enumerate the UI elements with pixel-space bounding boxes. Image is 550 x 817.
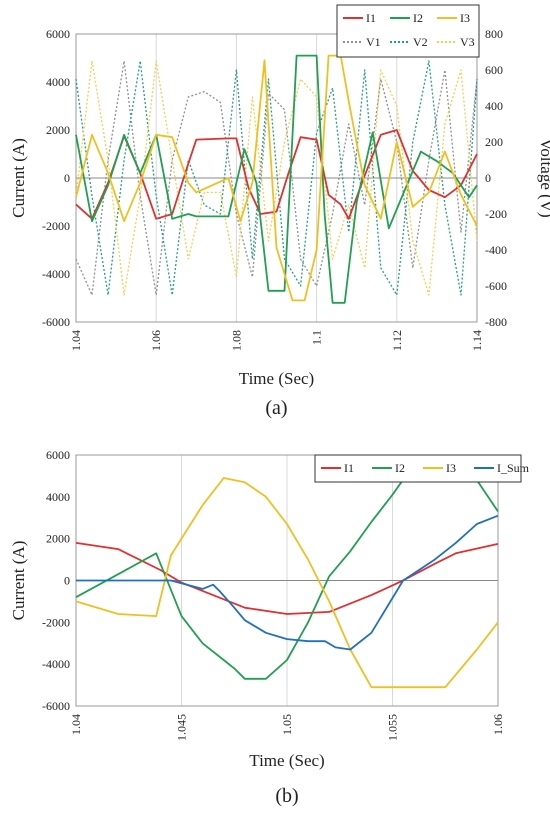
series-line-v2 [75,60,478,296]
y-tick-label: 4000 [46,75,70,89]
y-axis-title: Current (A) [9,138,28,218]
chart-a: 1.04 1.06 1.08 1.1 1.12 1.14-6000-4000-200002… [9,4,550,419]
x-tick-label: 1.1 [310,330,324,345]
legend: I1 I2 I3 I_Sum [314,454,530,483]
y2-tick-label: -600 [485,279,507,293]
y-tick-label: -2000 [42,615,70,629]
y-tick-label: 4000 [46,490,70,504]
y2-tick-label: 200 [485,135,503,149]
plot-area [75,33,478,323]
series-line-i3 [75,54,478,302]
legend-label-v1: V1 [366,35,381,49]
x-tick-label: 1.06 [491,714,505,735]
legend-label-i-sum: I_Sum [497,461,530,475]
y-tick-label: 6000 [46,27,70,41]
panel-label: (b) [275,785,298,807]
series-line-i3 [75,477,499,689]
legend-label-v2: V2 [413,35,428,49]
y-tick-label: 2000 [46,123,70,137]
y2-tick-label: -800 [485,315,507,329]
x-tick-label: 1.06 [149,330,163,351]
x-tick-label: 1.05 [280,714,294,735]
x-tick-label: 1.045 [175,714,189,741]
series-line-i-sum [76,514,499,651]
x-axis-title: Time (Sec) [239,369,314,388]
chart-b: 1.04 1.045 1.05 1.055 1.06 -6000 -4000 -2000 0 20… [9,448,530,807]
x-axis-title: Time (Sec) [249,751,324,770]
y-tick-label: -4000 [42,657,70,671]
y-tick-label: 0 [64,574,70,588]
x-tick-label: 1.12 [390,330,404,351]
legend-label-i1: I1 [344,461,354,475]
y-tick-label: 0 [64,171,70,185]
y-tick-label: 2000 [46,532,70,546]
x-tick-label: 1.04 [69,330,83,351]
x-tick-label: 1.055 [386,714,400,741]
legend-label-i3: I3 [460,11,470,25]
y2-tick-label: 400 [485,99,503,113]
y2-tick-label: 0 [485,171,491,185]
y2-tick-label: 600 [485,63,503,77]
series-line-i1 [75,129,478,220]
y-tick-label: -6000 [42,699,70,713]
y2-tick-label: 800 [485,27,503,41]
legend-label-i1: I1 [366,11,376,25]
y2-axis-title: Voltage (V) [537,138,550,217]
legend-label-v3: V3 [460,35,475,49]
series-line-v1 [75,60,478,296]
series-line-i1 [75,542,499,615]
y2-tick-label: -200 [485,207,507,221]
legend-label-i2: I2 [395,461,405,475]
legend: I1 I2 I3 V1 V2 V3 [336,4,480,58]
panel-label: (a) [265,397,287,419]
x-tick-label: 1.04 [69,714,83,735]
x-tick-label: 1.08 [229,330,243,351]
x-tick-label: 1.14 [470,330,484,351]
y-tick-label: -6000 [42,315,70,329]
legend-box [336,4,480,58]
legend-label-i2: I2 [413,11,423,25]
y-axis-title: Current (A) [9,541,28,621]
y-tick-label: -4000 [42,267,70,281]
y-tick-label: 6000 [46,448,70,462]
y-tick-label: -2000 [42,219,70,233]
series-line-i2 [75,54,478,304]
y2-tick-label: -400 [485,243,507,257]
legend-label-i3: I3 [446,461,456,475]
